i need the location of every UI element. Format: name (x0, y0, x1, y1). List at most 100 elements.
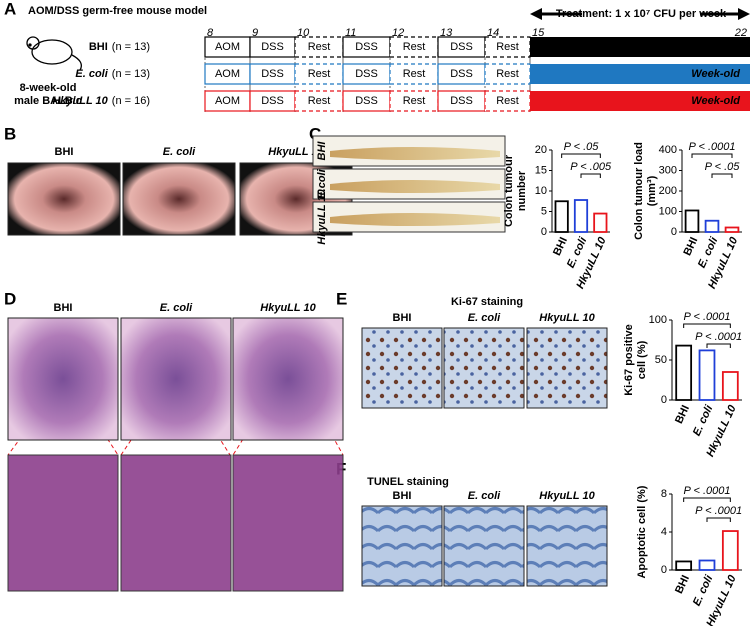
panel-title: TUNEL staining (367, 476, 449, 488)
panel-label: E (336, 289, 347, 308)
treatment-bar (530, 64, 750, 84)
y-tick-label: 0 (671, 226, 677, 238)
significance-bracket (561, 153, 601, 158)
zoom-photo (232, 454, 344, 592)
phase-label: Rest (496, 95, 519, 107)
phase-label: DSS (450, 41, 473, 53)
colon (330, 213, 500, 226)
bar (698, 349, 716, 401)
bar (724, 226, 740, 233)
significance-label: P < .0001 (695, 331, 742, 343)
photo (232, 317, 344, 441)
bar (675, 560, 693, 571)
phase-label: DSS (355, 95, 378, 107)
y-axis-label: cell (%) (636, 340, 648, 379)
bar-label: Week-old (691, 95, 740, 107)
phase-label: DSS (261, 68, 284, 80)
significance-label: P < .0001 (684, 485, 731, 497)
photo (7, 317, 119, 441)
x-tick-label: BHI (673, 403, 692, 425)
image-label: E.coli (316, 168, 328, 198)
group-label: BHI (n = 13) (89, 41, 150, 53)
y-tick-label: 0 (541, 226, 547, 238)
phase-label: AOM (215, 68, 240, 80)
y-tick-label: 0 (661, 564, 667, 576)
image-label: BHI (316, 141, 328, 161)
phase-label: Rest (403, 68, 426, 80)
photo (443, 327, 525, 409)
week-label: 22 (734, 27, 747, 39)
bar (684, 209, 700, 233)
significance-bracket (711, 173, 733, 178)
significance-label: P < .005 (570, 161, 612, 173)
y-axis-label: Apoptotic cell (%) (636, 485, 648, 578)
week-label: 12 (392, 27, 404, 39)
phase-label: DSS (355, 68, 378, 80)
mouse-icon (26, 36, 83, 71)
week-label: 9 (252, 27, 258, 39)
photo (361, 327, 443, 409)
colon (330, 180, 500, 193)
week-label: 14 (487, 27, 499, 39)
photo (526, 327, 608, 409)
group-name: E. coli (75, 68, 108, 80)
group-name: HkyuLL 10 (52, 95, 108, 107)
week-label: 13 (440, 27, 453, 39)
image-label: E. coli (160, 302, 193, 314)
phase-label: Rest (308, 41, 331, 53)
y-tick-label: 100 (649, 314, 667, 326)
y-axis-label: Colon tumour load (633, 142, 645, 240)
group-n: (n = 13) (112, 68, 150, 80)
significance-label: P < .0001 (689, 141, 736, 153)
phase-label: Rest (403, 95, 426, 107)
week-label: 15 (532, 27, 545, 39)
bar (593, 212, 608, 233)
phase-label: Rest (496, 41, 519, 53)
phase-label: Rest (308, 95, 331, 107)
significance-label: P < .0001 (695, 505, 742, 517)
y-tick-label: 200 (659, 185, 677, 197)
panel-label: B (4, 124, 16, 143)
significance-bracket (683, 323, 731, 328)
y-tick-label: 10 (535, 185, 547, 197)
image-label: HkyuLL 10 (539, 312, 595, 324)
phase-label: AOM (215, 41, 240, 53)
x-tick-label: E. coli (691, 403, 716, 438)
bar (675, 344, 693, 401)
y-tick-label: 400 (659, 144, 677, 156)
photo (122, 162, 236, 236)
y-axis-label: (mm³) (646, 175, 658, 206)
phase-label: DSS (450, 68, 473, 80)
week-label: 8 (207, 27, 214, 39)
phase-box (484, 90, 531, 112)
treatment-arrow (530, 8, 750, 20)
zoom-photo (120, 454, 232, 592)
significance-label: P < .0001 (684, 311, 731, 323)
bar (573, 199, 589, 233)
y-tick-label: 8 (661, 488, 667, 500)
photo (7, 162, 121, 236)
x-tick-label: BHI (681, 235, 700, 257)
panel-title: Ki-67 staining (451, 296, 523, 308)
y-tick-label: 4 (661, 526, 667, 538)
phase-label: DSS (261, 95, 284, 107)
y-tick-label: 5 (541, 205, 547, 217)
mouse-caption: 8-week-old (20, 82, 77, 94)
significance-bracket (691, 153, 733, 158)
y-tick-label: 0 (661, 394, 667, 406)
y-axis-label: number (516, 170, 528, 211)
image-label: HkyuLL 10 (260, 302, 316, 314)
group-name: BHI (89, 41, 108, 53)
phase-label: Rest (496, 68, 519, 80)
image-label: E. coli (468, 490, 501, 502)
image-label: BHI (393, 490, 412, 502)
image-label: E. coli (163, 146, 196, 158)
x-tick-label: E. coli (691, 573, 716, 608)
bar-label: Week-old (691, 68, 740, 80)
bar (721, 530, 739, 571)
significance-label: P < .05 (705, 161, 741, 173)
treatment-bar (530, 91, 750, 111)
bar-label: Week-old (691, 41, 740, 53)
treatment-label: Treatment: 1 x 10⁷ CFU per week (556, 8, 727, 20)
